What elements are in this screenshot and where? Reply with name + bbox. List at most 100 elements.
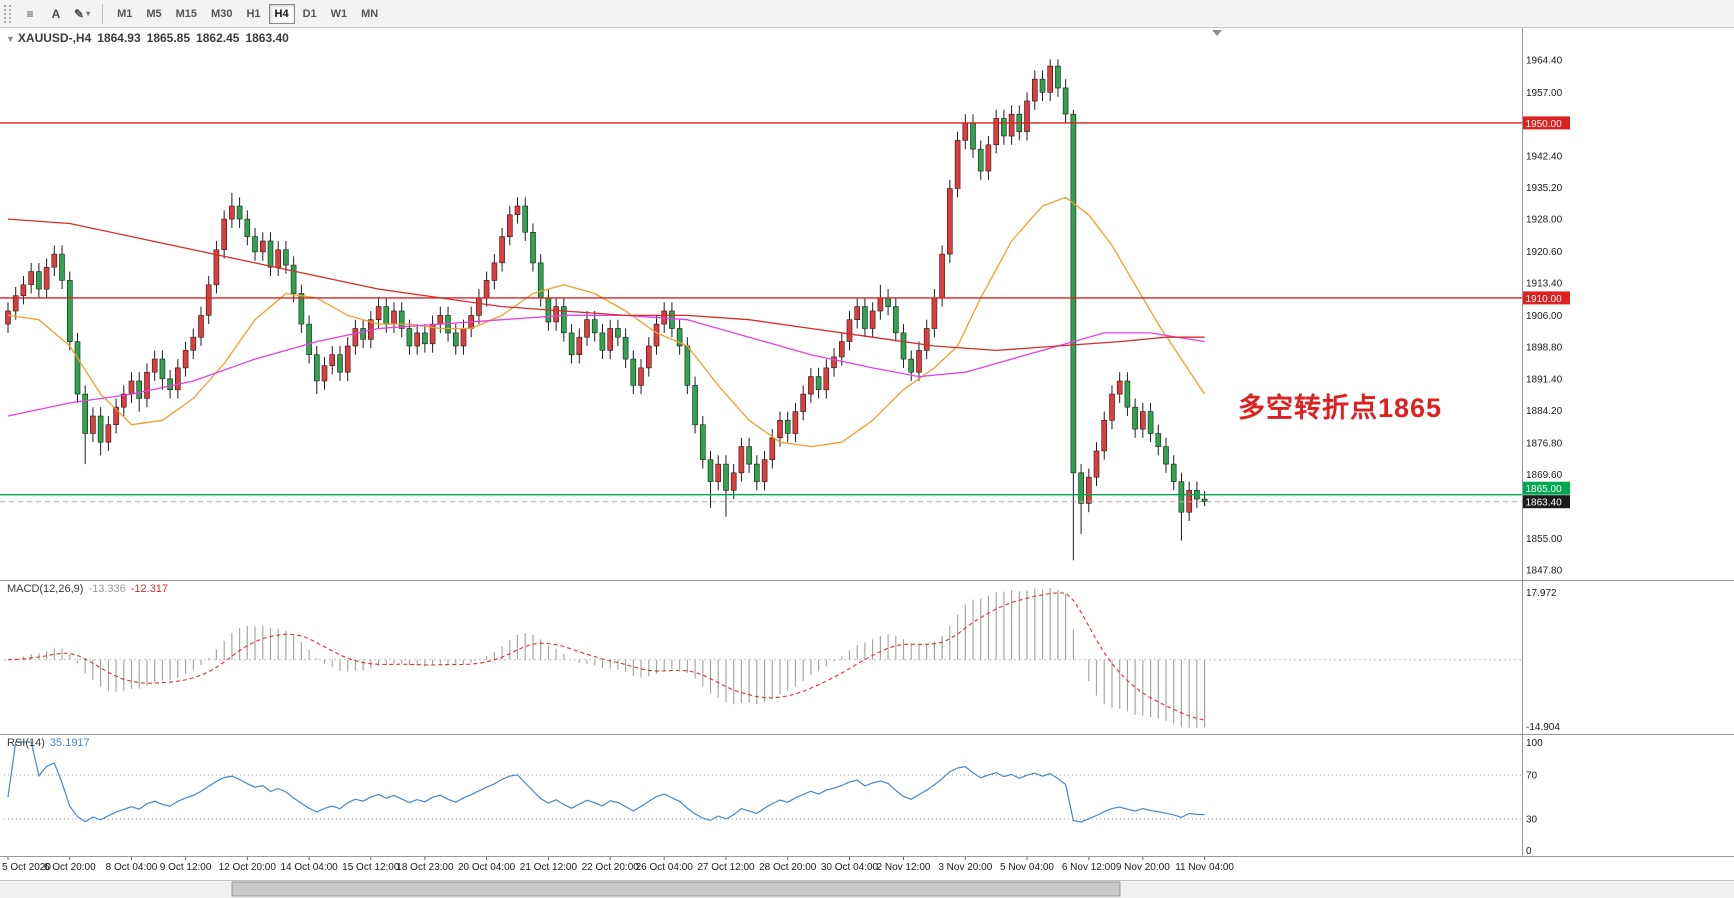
timeframe-button-m5[interactable]: M5 [140, 4, 167, 24]
candle [931, 297, 938, 329]
candle [684, 345, 691, 386]
candle [900, 332, 907, 360]
candle [506, 214, 513, 238]
candle [576, 336, 583, 356]
chart-annotation-text[interactable]: 多空转折点1865 [1238, 393, 1443, 423]
time-tick-label: 21 Oct 12:00 [520, 862, 578, 873]
collapse-arrow-icon[interactable]: ▼ [6, 34, 15, 44]
price-badge [1523, 481, 1570, 495]
candle [422, 332, 428, 345]
candle [383, 306, 390, 325]
candle [970, 122, 976, 150]
price-badge-label: 1865.00 [1526, 484, 1563, 495]
price-tick-label: 1906.00 [1526, 311, 1563, 322]
timeframe-button-m15[interactable]: M15 [170, 4, 203, 24]
candle [182, 350, 189, 369]
candle [808, 376, 814, 395]
price-tick-label: 1847.80 [1526, 565, 1563, 576]
candle [1201, 498, 1208, 503]
candle [885, 297, 891, 307]
candle [460, 328, 467, 347]
time-tick-label: 6 Oct 20:00 [44, 862, 96, 873]
candle [321, 365, 328, 382]
rsi-scale-label: 30 [1526, 815, 1538, 826]
candle [1047, 65, 1053, 93]
timeframe-button-m1[interactable]: M1 [111, 4, 138, 24]
timeframe-button-mn[interactable]: MN [355, 4, 384, 24]
chart-shift-marker[interactable] [1212, 30, 1222, 36]
timeframe-button-d1[interactable]: D1 [297, 4, 323, 24]
candle [838, 341, 845, 358]
candle [136, 380, 142, 399]
candle [692, 385, 698, 426]
candle [82, 393, 88, 434]
candle [5, 310, 11, 325]
candle [1124, 380, 1131, 408]
candle [90, 415, 96, 434]
macd-scale-max: 17.972 [1526, 588, 1557, 599]
candle [28, 271, 35, 286]
macd-name: MACD(12,26,9) [7, 583, 84, 595]
candle [290, 264, 297, 294]
candle [205, 284, 212, 316]
price-badge [1523, 495, 1570, 509]
candle [499, 236, 505, 264]
candle [12, 295, 19, 312]
candle [1039, 78, 1046, 93]
candle [252, 236, 258, 253]
candle [746, 446, 752, 465]
candle [337, 354, 343, 373]
candle [59, 253, 65, 281]
candle [213, 249, 220, 286]
candle [715, 463, 722, 482]
candle [591, 319, 598, 334]
candle [645, 345, 652, 369]
candle [437, 315, 444, 325]
chart-objects-tool-button[interactable]: ≡ [18, 3, 42, 25]
time-tick-label: 3 Nov 20:00 [938, 862, 992, 873]
ohlc-close: 1863.40 [245, 31, 289, 45]
draw-tool-button[interactable]: ✎ ▾ [70, 3, 94, 25]
candle [375, 306, 382, 321]
candle [815, 376, 822, 391]
time-tick-label: 28 Oct 20:00 [759, 862, 817, 873]
candle [946, 188, 953, 255]
chart-title: ▼ XAUUSD-,H4 1864.93 1865.85 1862.45 1863.40 [6, 31, 295, 45]
chart-background [0, 28, 1734, 898]
toolbar-drag-handle[interactable] [4, 4, 11, 23]
time-axis[interactable] [0, 856, 1734, 880]
ma-mid-line [7, 314, 1205, 417]
candle [537, 262, 544, 299]
candle [862, 306, 868, 329]
timeframe-button-h1[interactable]: H1 [240, 4, 266, 24]
price-tick-label: 1884.20 [1526, 406, 1563, 417]
candle [784, 419, 791, 434]
candle [993, 118, 1000, 146]
text-label-tool-button[interactable]: A [44, 3, 68, 25]
price-tick-label: 1957.00 [1526, 88, 1563, 99]
candle [823, 367, 830, 391]
candle [74, 341, 81, 395]
timeframe-button-w1[interactable]: W1 [325, 4, 354, 24]
candle [761, 459, 768, 482]
candle [1140, 411, 1146, 430]
macd-main-value: -13.336 [88, 583, 126, 595]
candle [244, 218, 251, 237]
candle [97, 415, 104, 443]
timeframe-button-m30[interactable]: M30 [205, 4, 238, 24]
price-tick-label: 1855.00 [1526, 534, 1563, 545]
h-scrollbar-thumb[interactable] [231, 881, 1121, 897]
price-axis[interactable] [1523, 28, 1734, 856]
candle [777, 419, 783, 439]
timeframe-button-h4[interactable]: H4 [268, 3, 295, 24]
candle [1001, 118, 1007, 137]
candle [1070, 113, 1077, 474]
candle [352, 328, 359, 347]
price-badge-label: 1950.00 [1526, 119, 1563, 130]
candle [391, 310, 397, 325]
candle [923, 328, 930, 351]
candle [105, 424, 112, 443]
candle [344, 345, 351, 373]
candle [831, 356, 837, 369]
candle [908, 358, 915, 373]
